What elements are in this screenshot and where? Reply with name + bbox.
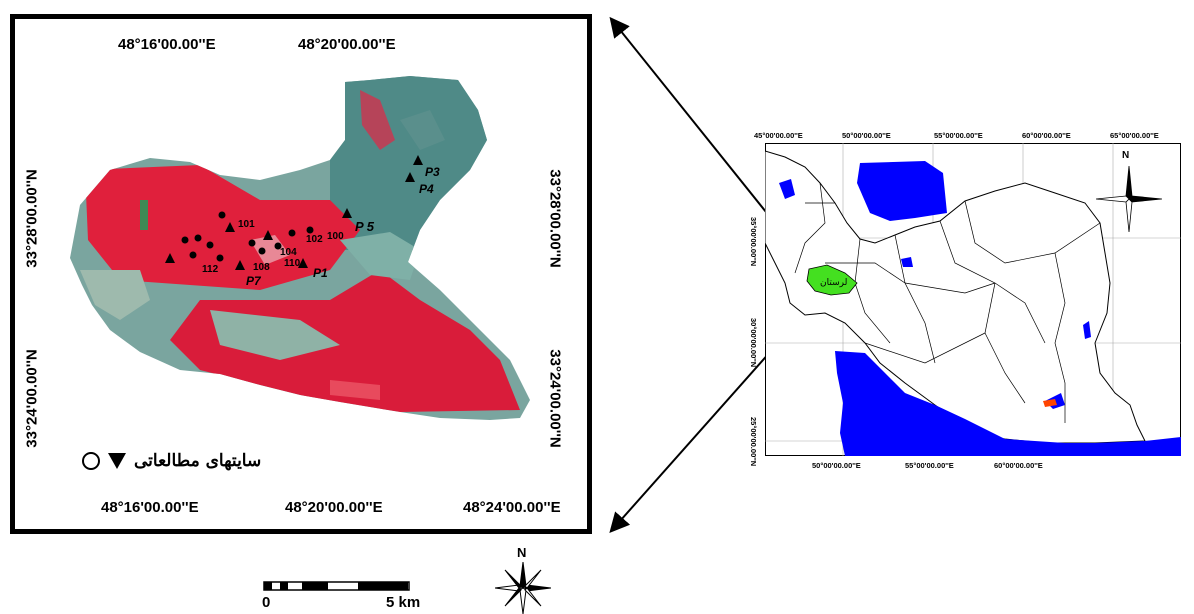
legend-label: سایتهای مطالعاتی [134, 451, 262, 471]
site-label: P 5 [355, 219, 375, 234]
iran-left-latitude: 25°00'00.00''N [749, 417, 758, 467]
site-label: 101 [238, 219, 255, 230]
scale-bar [263, 581, 410, 591]
site-label: 104 [280, 247, 297, 258]
site-label: 112 [202, 264, 219, 275]
site-marker [165, 253, 175, 263]
iran-top-longitude: 50°00'00.00''E [842, 131, 891, 140]
triangle-symbol-icon [108, 453, 126, 469]
scale-start-label: 0 [262, 594, 271, 611]
iran-north-label: N [1122, 150, 1130, 161]
north-arrow-icon [495, 562, 551, 614]
top-longitude-label: 48°16'00.00''E [118, 36, 216, 53]
iran-bottom-longitude: 60°00'00.00''E [994, 461, 1043, 470]
site-marker [413, 155, 423, 165]
bottom-longitude-label: 48°16'00.00''E [101, 499, 199, 516]
site-label: 108 [253, 262, 270, 273]
site-marker [235, 260, 245, 270]
iran-top-longitude: 60°00'00.00''E [1022, 131, 1071, 140]
study-area-map-frame [10, 14, 592, 534]
iran-top-longitude: 45°00'00.00''E [754, 131, 803, 140]
site-label: P7 [246, 274, 261, 288]
iran-map [765, 143, 1181, 456]
north-label: N [517, 545, 527, 560]
iran-top-longitude: 55°00'00.00''E [934, 131, 983, 140]
bottom-longitude-label: 48°20'00.00''E [285, 499, 383, 516]
site-marker [263, 230, 273, 240]
legend: سایتهای مطالعاتی [82, 451, 261, 471]
site-label: P3 [425, 165, 440, 179]
bottom-longitude-label: 48°24'00.00''E [463, 499, 561, 516]
site-label: 102 [306, 234, 323, 245]
iran-bottom-longitude: 55°00'00.00''E [905, 461, 954, 470]
satellite-image [70, 76, 530, 420]
iran-left-latitude: 35°00'00.00''N [749, 217, 758, 267]
circle-symbol-icon [82, 452, 100, 470]
site-marker [405, 172, 415, 182]
iran-top-longitude: 65°00'00.00''E [1110, 131, 1159, 140]
iran-north-arrow-icon [1096, 166, 1162, 232]
site-marker [225, 222, 235, 232]
scale-end-label: 5 km [386, 594, 421, 611]
top-longitude-label: 48°20'00.00''E [298, 36, 396, 53]
iran-bottom-longitude: 50°00'00.00''E [812, 461, 861, 470]
site-label: 100 [327, 231, 344, 242]
site-marker [298, 258, 308, 268]
province-label: لرستان [820, 278, 848, 288]
iran-left-latitude: 30°00'00.00''N [749, 318, 758, 368]
site-marker [342, 208, 352, 218]
site-label: P1 [313, 266, 328, 280]
site-label: 110 [284, 258, 301, 269]
site-label: P4 [419, 182, 434, 196]
